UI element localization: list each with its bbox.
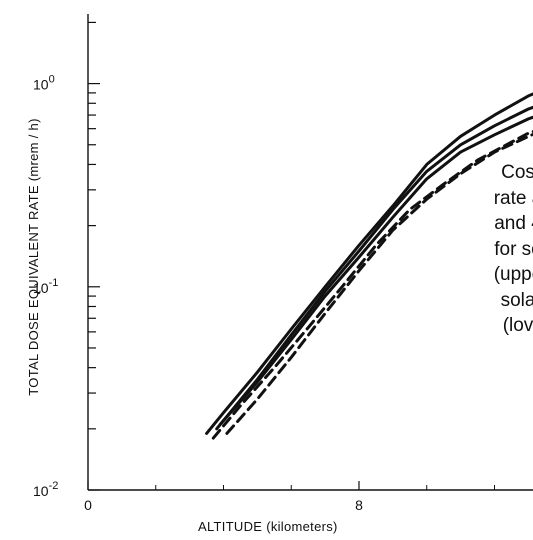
y-tick-label: 10-1 bbox=[33, 277, 58, 296]
y-tick-label: 100 bbox=[33, 74, 55, 93]
series-line bbox=[215, 105, 533, 431]
y-tick-label: 10-2 bbox=[33, 480, 58, 499]
annotation-line: sola bbox=[500, 289, 533, 311]
annotation-line: rate a bbox=[493, 187, 533, 209]
annotation-line: and 4 bbox=[494, 213, 533, 234]
series-line bbox=[218, 115, 533, 426]
annotation-line: (uppe bbox=[493, 264, 533, 285]
annotation-text: Cos rate a and 4 for so (uppe sola (lov bbox=[448, 160, 533, 339]
annotation-line: Cos bbox=[501, 162, 533, 183]
series-line bbox=[225, 132, 533, 435]
annotation-line: for so bbox=[494, 238, 533, 260]
x-axis-label: ALTITUDE (kilometers) bbox=[198, 519, 338, 534]
y-axis-label: TOTAL DOSE EQUIVALENT RATE (mrem / h) bbox=[26, 118, 41, 395]
x-tick-label: 0 bbox=[84, 497, 92, 513]
x-tick-label: 8 bbox=[355, 497, 363, 513]
series-line bbox=[211, 129, 533, 440]
series-line bbox=[205, 92, 533, 435]
series-layer bbox=[205, 92, 533, 440]
annotation-line: (lov bbox=[502, 315, 533, 336]
